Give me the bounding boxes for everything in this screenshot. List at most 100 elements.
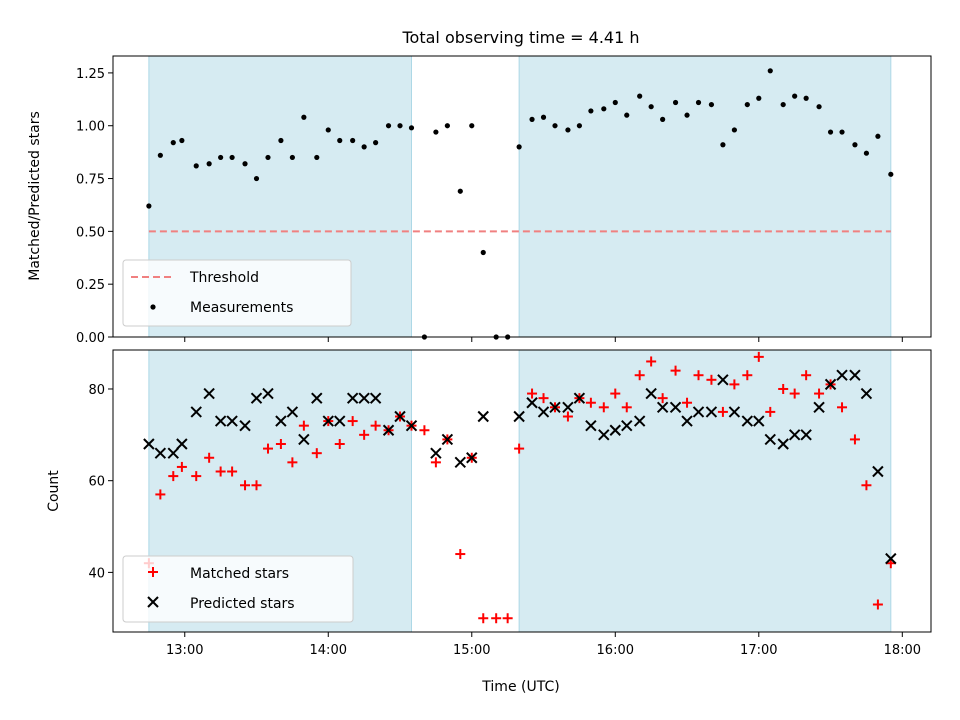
- threshold-legend-label: Threshold: [189, 270, 259, 286]
- predicted-star-point: [430, 447, 442, 459]
- measurement-point: [624, 112, 630, 118]
- measurement-point: [744, 101, 750, 108]
- measurement-point: [361, 144, 367, 150]
- measurement-point: [672, 99, 679, 106]
- bottom-y-tick-label: 40: [88, 566, 105, 581]
- measurement-point: [660, 116, 666, 122]
- predicted-star-point: [717, 374, 729, 386]
- matched-star-point: [370, 420, 381, 431]
- matched-star-point: [478, 613, 489, 624]
- measurement-point: [289, 154, 295, 161]
- predicted-star-point: [549, 401, 561, 414]
- predicted-star-point: [824, 378, 837, 391]
- matched-star-point: [837, 402, 848, 413]
- matched-star-point: [227, 466, 238, 477]
- matched-star-point: [693, 370, 704, 381]
- measurement-point: [827, 129, 834, 135]
- top-y-tick-label: 0.00: [76, 331, 105, 346]
- predicted-star-point: [813, 401, 825, 414]
- top-shaded-region-1: [518, 55, 892, 338]
- predicted-star-point: [788, 429, 801, 441]
- predicted-star-point: [741, 415, 754, 427]
- predicted-star-point: [441, 433, 454, 446]
- bottom-y-axis-label: Count: [46, 470, 62, 512]
- x-tick-label: 13:00: [166, 643, 203, 658]
- x-tick-label: 16:00: [597, 643, 634, 658]
- predicted-star-point: [705, 406, 718, 418]
- predicted-star-point: [598, 429, 610, 441]
- predicted-star-point: [681, 415, 693, 427]
- matched-star-point: [872, 599, 883, 610]
- top-axes-frame: [112, 55, 932, 338]
- measurement-point: [170, 140, 176, 146]
- measurement-point: [157, 152, 163, 158]
- measurement-point: [146, 203, 152, 209]
- measurements-legend-swatch: [150, 304, 156, 310]
- measurement-point: [444, 123, 450, 129]
- predicted-star-point: [692, 406, 705, 418]
- predicted-star-point: [669, 401, 682, 414]
- top-panel: 0.00 0.25 0.50 0.75 1.00 1.25 Matched/Predict…: [27, 55, 932, 346]
- predicted-star-point: [203, 387, 215, 400]
- top-y-ticks: 0.00 0.25 0.50 0.75 1.00 1.25: [76, 67, 113, 346]
- predicted-star-point: [382, 424, 395, 436]
- matched-star-point: [849, 434, 860, 445]
- matched-star-point: [717, 406, 728, 417]
- predicted-star-point: [275, 415, 287, 427]
- predicted-star-point: [286, 406, 299, 418]
- predicted-star-point: [334, 415, 346, 427]
- top-y-tick-label: 1.25: [76, 67, 105, 82]
- predicted-star-point: [226, 415, 238, 427]
- bottom-axes-frame: [112, 349, 932, 633]
- matched-stars-legend-label: Matched stars: [190, 566, 289, 582]
- x-tick-label: 18:00: [884, 643, 921, 658]
- predicted-star-point: [513, 410, 525, 423]
- bottom-y-tick-label: 60: [88, 475, 105, 490]
- matched-star-point: [191, 471, 202, 482]
- measurement-point: [552, 123, 558, 129]
- chart-title: Total observing time = 4.41 h: [401, 28, 639, 47]
- measurement-point: [648, 104, 654, 110]
- top-x-ticks: [184, 337, 903, 342]
- matched-star-point: [742, 370, 753, 381]
- measurement-point: [373, 140, 379, 146]
- matched-star-point: [814, 388, 825, 399]
- predicted-star-point: [143, 438, 155, 450]
- matched-star-point: [514, 443, 525, 454]
- predicted-star-point: [849, 369, 861, 381]
- measurement-point: [695, 99, 702, 106]
- measurement-point: [576, 123, 583, 129]
- predicted-star-point: [885, 552, 897, 565]
- measurement-point: [253, 175, 260, 182]
- measurement-point: [529, 116, 535, 122]
- predicted-star-point: [728, 406, 741, 418]
- measurement-point: [408, 125, 415, 131]
- matched-star-point: [240, 480, 251, 491]
- predicted-star-point: [250, 392, 263, 404]
- predicted-star-point: [214, 415, 227, 427]
- predicted-star-point: [645, 387, 657, 400]
- matched-star-point: [598, 402, 609, 413]
- measurement-point: [816, 104, 822, 110]
- measurements-legend-label: Measurements: [190, 300, 293, 316]
- measurement-point: [852, 142, 858, 148]
- measurement-point: [325, 127, 331, 133]
- matched-star-point: [657, 393, 668, 404]
- measurement-point: [756, 95, 762, 101]
- top-y-tick-label: 1.00: [76, 120, 105, 135]
- predicted-star-point: [394, 410, 406, 423]
- measurement-point: [516, 144, 522, 150]
- matched-star-point: [646, 356, 657, 367]
- predicted-star-point: [836, 369, 848, 381]
- x-tick-label: 15:00: [453, 643, 490, 658]
- bottom-y-ticks: 40 60 80: [88, 383, 113, 581]
- bottom-shaded-region-1: [518, 349, 892, 633]
- measurement-point: [803, 95, 809, 101]
- measurement-point: [314, 154, 320, 161]
- matched-star-point: [706, 374, 717, 385]
- x-tick-label: 14:00: [310, 643, 347, 658]
- top-legend-box: [122, 259, 352, 327]
- matched-star-point: [215, 466, 226, 477]
- matched-star-point: [729, 379, 740, 390]
